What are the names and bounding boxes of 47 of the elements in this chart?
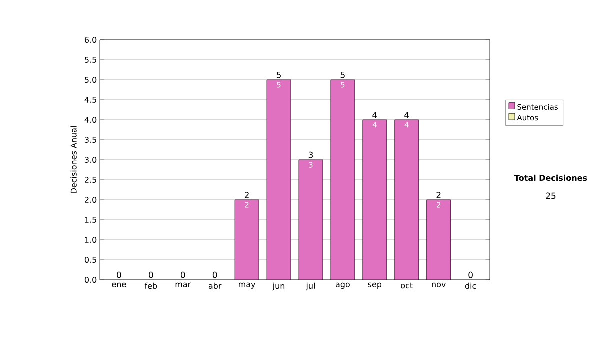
x-tick-label: sep (368, 282, 382, 289)
y-axis-title: Decisiones Anual (70, 126, 77, 194)
total-label: 2 (244, 192, 249, 198)
x-tick-label: oct (401, 282, 413, 289)
total-label: 0 (468, 272, 473, 278)
bar (330, 80, 356, 280)
total-label: 0 (117, 272, 122, 278)
x-tick-label: jul (306, 282, 315, 291)
text: Total Decisiones (514, 174, 588, 182)
y-tick-label: 1.0 (85, 236, 97, 244)
bar (266, 80, 292, 280)
total-label: 2 (436, 192, 441, 198)
total-label: 5 (340, 72, 345, 78)
x-tick-label: abr (208, 282, 222, 290)
x-tick-label: jun (272, 282, 285, 291)
y-tick-label: 0.5 (84, 256, 96, 264)
y-tick-label: 3.0 (85, 156, 97, 164)
total-label: 0 (212, 272, 218, 278)
bar (394, 120, 420, 280)
x-tick-label: ago (336, 282, 350, 289)
y-tick-label: 5.5 (85, 57, 96, 63)
bar (234, 200, 260, 280)
y-tick-label: 3.5 (85, 136, 96, 144)
total-label: 4 (372, 112, 378, 118)
x-tick-label: mar (176, 282, 192, 288)
total-label: 0 (180, 272, 186, 278)
total-label: 0 (149, 272, 154, 278)
text: 25 (546, 192, 556, 200)
y-tick-label: 2.5 (85, 176, 96, 184)
y-tick-label: 0.0 (84, 276, 97, 284)
total-label: 5 (276, 72, 281, 78)
bar (298, 160, 324, 280)
x-tick-label: feb (144, 282, 158, 290)
x-tick-label: may (239, 282, 256, 289)
x-tick-label: ene (112, 282, 126, 288)
y-tick-label: 4.0 (84, 116, 97, 124)
total-label: 4 (404, 112, 410, 118)
y-tick-label: 4.5 (84, 97, 96, 103)
x-tick-label: nov (432, 282, 446, 288)
y-tick-label: 6.0 (84, 36, 97, 44)
y-tick-label: 5.0 (85, 76, 97, 84)
bar (362, 120, 388, 280)
y-tick-label: 1.5 (85, 217, 96, 223)
total-label: 3 (308, 152, 313, 158)
bar (426, 200, 452, 280)
y-tick-label: 2.0 (85, 196, 97, 204)
x-tick-label: dic (465, 282, 476, 290)
